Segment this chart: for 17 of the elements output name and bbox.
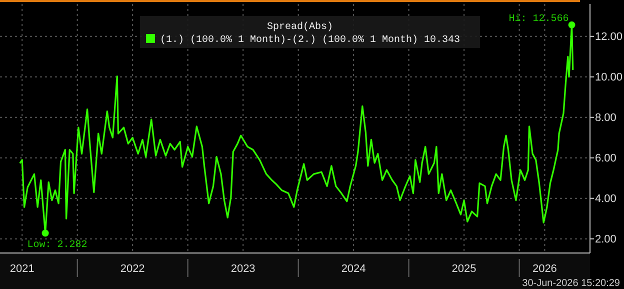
text: 30-Jun-2026 15:20:29 xyxy=(522,278,620,289)
x-tick-label: 2022 xyxy=(120,263,145,275)
y-tick-label: 6.00 xyxy=(595,152,616,165)
x-tick-label: 2023 xyxy=(230,263,256,275)
y-tick-label: 12.00 xyxy=(595,31,623,44)
annotation: Low: 2.282 xyxy=(27,240,88,252)
y-tick-label: 8.00 xyxy=(595,112,616,124)
y-tick-label: 4.00 xyxy=(595,193,616,206)
y-tick-label: 2.00 xyxy=(595,234,616,246)
x-tick-label: 2021 xyxy=(10,263,34,275)
x-tick-label: 2025 xyxy=(452,263,476,275)
y-tick-label: 10.00 xyxy=(595,72,623,84)
text: Spread(Abs) xyxy=(266,21,334,33)
x-tick-label: 2024 xyxy=(341,263,366,275)
annotation: Hi: 12.566 xyxy=(508,12,569,25)
x-tick-label: 2026 xyxy=(532,263,557,275)
legend-label: (1.) (100.0% 1 Month)-(2.) (100.0% 1 Month) 10.343 xyxy=(160,34,460,46)
